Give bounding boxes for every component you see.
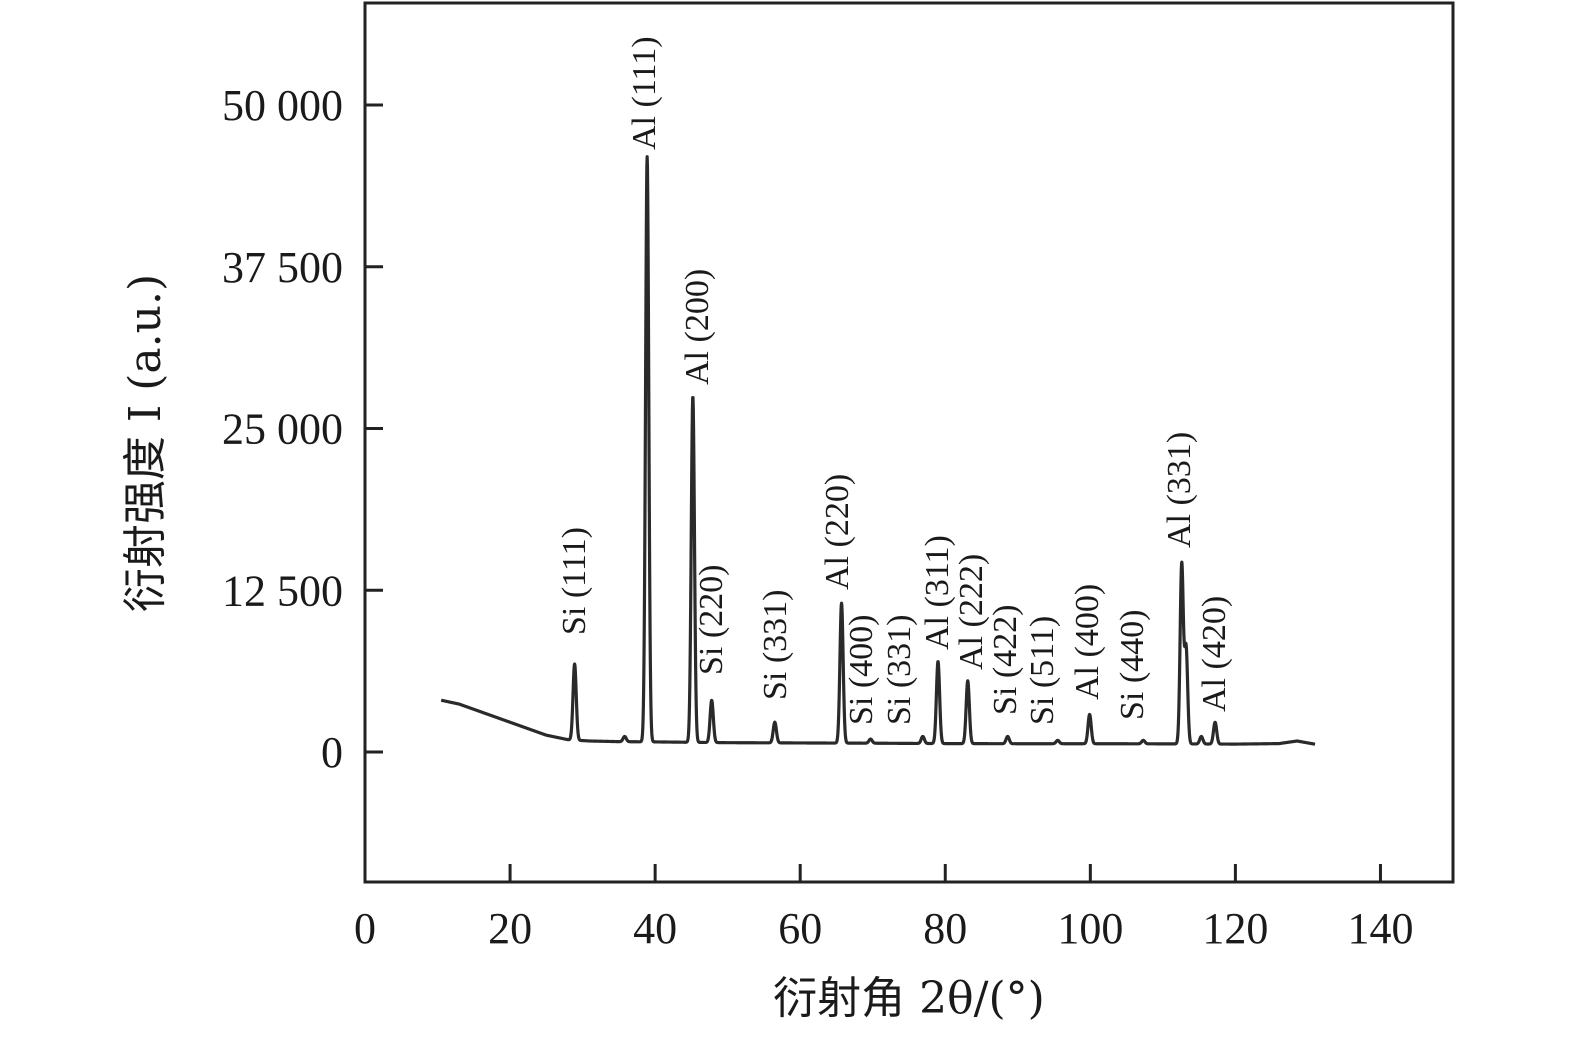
x-tick-label: 140 <box>1347 904 1413 953</box>
peak-label: Si (400) <box>843 615 880 726</box>
diffraction-trace <box>439 155 1317 746</box>
x-tick-label: 0 <box>354 904 376 953</box>
x-tick-label: 20 <box>488 904 532 953</box>
x-tick-label: 120 <box>1202 904 1268 953</box>
y-tick-label: 12 500 <box>222 566 343 615</box>
peak-label: Si (331) <box>757 590 794 701</box>
peak-label: Al (200) <box>679 269 716 385</box>
x-axis: 0 20 40 60 80 100 120 140 <box>354 864 1413 953</box>
y-axis: 0 12 500 25 000 37 500 50 000 <box>222 81 383 777</box>
peak-label: Al (311) <box>919 535 956 650</box>
peak-label: Al (220) <box>819 474 856 590</box>
peak-label: Al (420) <box>1196 596 1233 712</box>
peak-label: Al (111) <box>626 36 663 150</box>
peak-label: Al (400) <box>1069 584 1106 700</box>
peak-label: Si (220) <box>693 565 730 676</box>
y-tick-label: 0 <box>321 728 343 777</box>
y-tick-label: 25 000 <box>222 405 343 454</box>
x-axis-title: 衍射角 2θ/(°) <box>773 973 1045 1024</box>
peak-label: Si (440) <box>1114 610 1151 721</box>
peak-label: Si (331) <box>881 615 918 726</box>
peak-label: Si (422) <box>987 605 1024 716</box>
y-tick-label: 50 000 <box>222 81 343 130</box>
peak-label: Al (222) <box>953 554 990 670</box>
y-axis-title: 衍射强度 I (a.u.) <box>120 274 171 612</box>
peak-label: Si (111) <box>556 527 593 635</box>
x-tick-label: 60 <box>778 904 822 953</box>
plot-frame <box>363 1 1455 884</box>
y-tick-label: 37 500 <box>222 243 343 292</box>
peak-label: Al (331) <box>1161 432 1198 548</box>
x-tick-label: 100 <box>1057 904 1123 953</box>
peak-label: Si (511) <box>1024 616 1061 725</box>
x-tick-label: 40 <box>633 904 677 953</box>
peak-labels: Si (111) Al (111) Al (200) Si (220) Si (331)… <box>556 36 1233 725</box>
x-tick-label: 80 <box>923 904 967 953</box>
